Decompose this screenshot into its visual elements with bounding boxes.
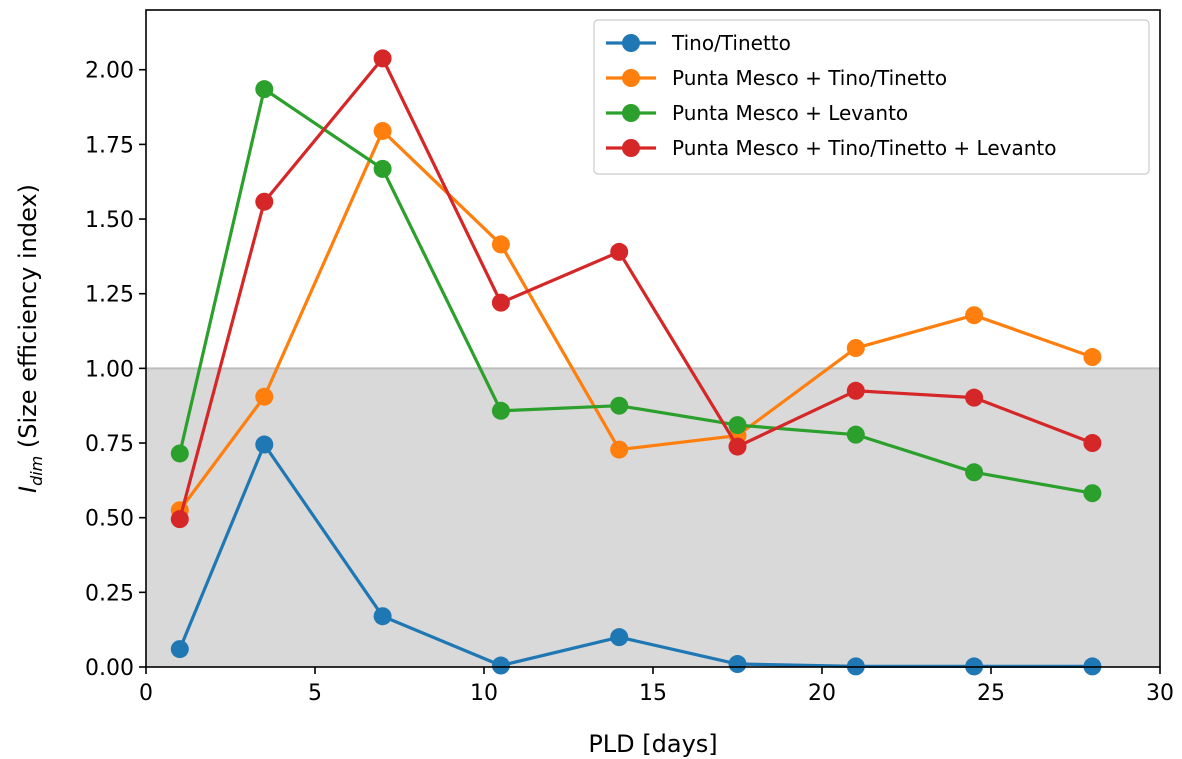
data-point <box>491 401 510 420</box>
legend-swatch-marker <box>622 34 640 52</box>
data-point <box>610 628 629 647</box>
legend: Tino/Tinetto Punta Mesco + Tino/Tinetto Pu… <box>593 19 1150 175</box>
y-tick-label: 2.00 <box>85 59 134 84</box>
data-point <box>610 242 629 261</box>
data-point <box>728 416 747 435</box>
legend-swatch-marker <box>622 69 640 87</box>
x-tick-label: 20 <box>808 681 836 706</box>
legend-swatch-marker <box>622 104 640 122</box>
data-point <box>373 607 392 626</box>
data-point <box>170 510 189 529</box>
data-point <box>255 192 274 211</box>
data-point <box>491 293 510 312</box>
y-tick-label: 1.50 <box>85 208 134 233</box>
x-tick-label: 10 <box>470 681 498 706</box>
legend-label: Punta Mesco + Levanto <box>672 101 908 125</box>
y-tick-label: 0.00 <box>85 656 134 681</box>
x-tick-label: 5 <box>308 681 322 706</box>
data-point <box>965 388 984 407</box>
data-point <box>170 444 189 463</box>
data-point <box>965 306 984 325</box>
series-1 <box>170 121 1102 520</box>
data-point <box>846 381 865 400</box>
x-tick-label: 25 <box>977 681 1005 706</box>
y-axis-label: Idim (Size efficiency index) <box>14 184 46 493</box>
data-point <box>610 440 629 459</box>
data-point <box>373 121 392 140</box>
data-point <box>728 655 747 674</box>
y-tick-label: 0.50 <box>85 507 134 532</box>
data-point <box>491 656 510 675</box>
y-tick-label: 0.75 <box>85 432 134 457</box>
y-tick-label: 1.00 <box>85 357 134 382</box>
data-point <box>1083 484 1102 503</box>
shaded-band <box>146 368 1160 667</box>
legend-label: Punta Mesco + Tino/Tinetto + Levanto <box>672 136 1056 160</box>
legend-swatch-marker <box>622 139 640 157</box>
y-axis-label-suffix: (Size efficiency index) <box>14 184 42 456</box>
x-axis-label: PLD [days] <box>588 730 717 758</box>
x-tick-label: 0 <box>139 681 153 706</box>
data-point <box>846 339 865 358</box>
data-point <box>728 437 747 456</box>
data-point <box>610 396 629 415</box>
series-2 <box>170 80 1102 503</box>
data-point <box>373 159 392 178</box>
shaded-band-layer <box>146 367 1160 667</box>
y-tick-label: 1.25 <box>85 283 134 308</box>
data-point <box>846 425 865 444</box>
x-tick-label: 15 <box>639 681 667 706</box>
tick-layer: 0 5 10 15 20 25 30 0.00 0.25 0.50 0.75 1.00 1.25 1.50… <box>85 59 1174 706</box>
x-tick-label: 30 <box>1146 681 1174 706</box>
y-axis-label-subscript: dim <box>27 456 46 486</box>
data-point <box>491 235 510 254</box>
series-3 <box>170 49 1102 529</box>
data-point <box>373 49 392 68</box>
series-layer <box>170 49 1102 676</box>
data-point <box>170 640 189 659</box>
y-axis-label-main: I <box>14 486 42 493</box>
data-point <box>255 387 274 406</box>
legend-label: Punta Mesco + Tino/Tinetto <box>672 66 947 90</box>
legend-label: Tino/Tinetto <box>671 31 791 55</box>
legend-box <box>593 19 1150 175</box>
data-point <box>1083 434 1102 453</box>
data-point <box>255 435 274 454</box>
data-point <box>1083 348 1102 367</box>
y-tick-label: 0.25 <box>85 581 134 606</box>
data-point <box>255 80 274 99</box>
y-tick-label: 1.75 <box>85 133 134 158</box>
data-point <box>965 463 984 482</box>
